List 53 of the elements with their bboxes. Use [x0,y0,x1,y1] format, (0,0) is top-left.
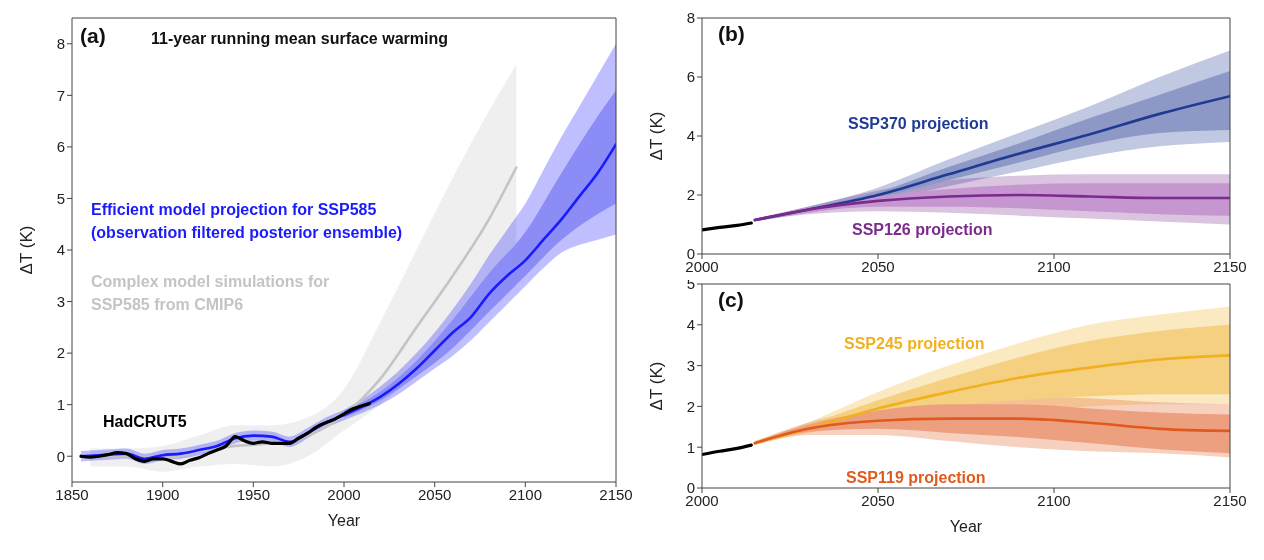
x-tick-label: 1950 [236,485,271,503]
annotation: (c) [718,288,744,312]
annotation: (a) [80,24,106,48]
y-axis-title: ΔT (K) [647,111,667,161]
text: Complex model simulations for SSP585 from CMIP6 [91,272,330,315]
y-tick-label: 1 [686,438,695,456]
line-series [753,417,1230,445]
line-series [79,402,371,466]
x-tick-label: 2100 [1037,257,1071,275]
text: Efficient model projection for SSP585 (observation filtered posterior ensemble) [91,200,403,243]
y-tick-label: 5 [56,189,65,207]
text: 11-year running mean surface warming [151,30,448,48]
y-tick-label: 1 [56,395,65,413]
series-label: SSP245 projection [844,334,985,354]
line-series [702,443,753,457]
line-series [702,221,753,232]
y-axis-title: ΔT (K) [17,225,37,275]
y-tick-label: 0 [686,245,695,263]
y-tick-label: 2 [56,344,65,362]
y-axis-title: ΔT (K) [647,361,667,411]
x-axis-title: Year [949,518,983,535]
y-tick-label: 6 [686,68,695,86]
y-tick-label: 4 [686,316,695,334]
y-tick-label: 2 [686,397,695,415]
y-tick-label: 8 [56,35,65,53]
series-label: HadCRUT5 [103,412,187,432]
x-tick-label: 1850 [55,485,89,503]
y-tick-label: 4 [686,127,695,145]
x-tick-label: 2150 [1213,257,1247,275]
x-tick-label: 2150 [1213,491,1247,509]
y-tick-label: 2 [686,186,695,204]
y-tick-label: 4 [56,241,65,259]
x-tick-label: 2100 [508,485,543,503]
x-tick-label: 2050 [861,491,895,509]
x-tick-label: 2150 [599,485,633,503]
y-tick-label: 3 [56,292,65,310]
x-tick-label: 2050 [861,257,895,275]
text: SSP119 projection [846,468,986,488]
x-tick-label: 2100 [1037,491,1071,509]
x-axis-title: Year [327,512,361,529]
y-tick-label: 6 [56,138,65,156]
annotation: (b) [718,22,745,46]
series-label: SSP126 projection [852,220,993,240]
y-tick-label: 3 [686,356,695,374]
line-series [753,193,1230,222]
y-tick-label: 8 [686,9,695,27]
y-tick-label: 0 [686,479,695,497]
x-tick-label: 1900 [145,485,180,503]
x-tick-label: 2000 [327,485,361,503]
y-tick-label: 0 [56,447,65,465]
x-tick-label: 2050 [417,485,452,503]
y-tick-label: 7 [56,86,65,104]
series-label: SSP370 projection [848,114,989,134]
